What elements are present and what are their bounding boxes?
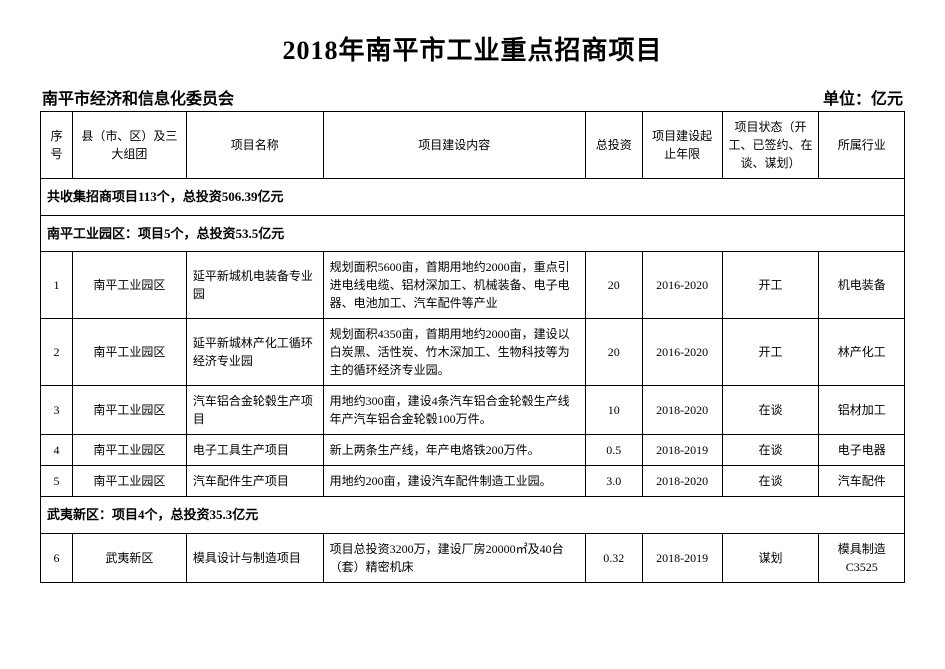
col-header-industry: 所属行业 (819, 112, 905, 179)
cell-invest: 10 (585, 386, 642, 435)
section-header-row: 武夷新区：项目4个，总投资35.3亿元 (41, 497, 905, 534)
col-header-seq: 序号 (41, 112, 73, 179)
cell-name: 延平新城机电装备专业园 (186, 252, 323, 319)
cell-region: 南平工业园区 (72, 386, 186, 435)
cell-seq: 6 (41, 533, 73, 582)
cell-status: 谋划 (722, 533, 819, 582)
cell-content: 规划面积4350亩，首期用地约2000亩，建设以白炭黑、活性炭、竹木深加工、生物… (323, 319, 585, 386)
cell-name: 汽车配件生产项目 (186, 466, 323, 497)
col-header-status: 项目状态（开工、已签约、在谈、谋划） (722, 112, 819, 179)
cell-period: 2018-2020 (642, 466, 722, 497)
projects-table: 序号 县（市、区）及三大组团 项目名称 项目建设内容 总投资 项目建设起止年限 … (40, 111, 905, 583)
cell-period: 2018-2020 (642, 386, 722, 435)
section1-header: 南平工业园区：项目5个，总投资53.5亿元 (41, 215, 905, 252)
cell-name: 模具设计与制造项目 (186, 533, 323, 582)
table-header-row: 序号 县（市、区）及三大组团 项目名称 项目建设内容 总投资 项目建设起止年限 … (41, 112, 905, 179)
cell-industry: 机电装备 (819, 252, 905, 319)
cell-seq: 4 (41, 435, 73, 466)
cell-industry: 模具制造C3525 (819, 533, 905, 582)
table-row: 2 南平工业园区 延平新城林产化工循环经济专业园 规划面积4350亩，首期用地约… (41, 319, 905, 386)
org-name: 南平市经济和信息化委员会 (42, 85, 234, 109)
cell-region: 南平工业园区 (72, 319, 186, 386)
cell-invest: 0.5 (585, 435, 642, 466)
cell-industry: 汽车配件 (819, 466, 905, 497)
col-header-content: 项目建设内容 (323, 112, 585, 179)
cell-period: 2018-2019 (642, 533, 722, 582)
cell-seq: 3 (41, 386, 73, 435)
cell-region: 南平工业园区 (72, 252, 186, 319)
cell-invest: 20 (585, 319, 642, 386)
cell-name: 汽车铝合金轮毂生产项目 (186, 386, 323, 435)
cell-name: 电子工具生产项目 (186, 435, 323, 466)
table-row: 5 南平工业园区 汽车配件生产项目 用地约200亩，建设汽车配件制造工业园。 3… (41, 466, 905, 497)
cell-content: 新上两条生产线，年产电烙铁200万件。 (323, 435, 585, 466)
summary-row: 共收集招商项目113个，总投资506.39亿元 (41, 179, 905, 216)
cell-invest: 0.32 (585, 533, 642, 582)
cell-content: 规划面积5600亩，首期用地约2000亩，重点引进电线电缆、铝材深加工、机械装备… (323, 252, 585, 319)
col-header-region: 县（市、区）及三大组团 (72, 112, 186, 179)
cell-content: 用地约200亩，建设汽车配件制造工业园。 (323, 466, 585, 497)
page-title: 2018年南平市工业重点招商项目 (40, 30, 905, 67)
cell-content: 用地约300亩，建设4条汽车铝合金轮毂生产线年产汽车铝合金轮毂100万件。 (323, 386, 585, 435)
cell-industry: 林产化工 (819, 319, 905, 386)
cell-industry: 铝材加工 (819, 386, 905, 435)
cell-status: 开工 (722, 319, 819, 386)
col-header-period: 项目建设起止年限 (642, 112, 722, 179)
cell-region: 南平工业园区 (72, 466, 186, 497)
cell-status: 在谈 (722, 435, 819, 466)
cell-seq: 1 (41, 252, 73, 319)
cell-period: 2016-2020 (642, 252, 722, 319)
col-header-invest: 总投资 (585, 112, 642, 179)
cell-region: 武夷新区 (72, 533, 186, 582)
table-row: 1 南平工业园区 延平新城机电装备专业园 规划面积5600亩，首期用地约2000… (41, 252, 905, 319)
section2-header: 武夷新区：项目4个，总投资35.3亿元 (41, 497, 905, 534)
cell-invest: 20 (585, 252, 642, 319)
cell-status: 在谈 (722, 386, 819, 435)
cell-seq: 5 (41, 466, 73, 497)
cell-invest: 3.0 (585, 466, 642, 497)
table-row: 6 武夷新区 模具设计与制造项目 项目总投资3200万，建设厂房20000㎡及4… (41, 533, 905, 582)
cell-status: 开工 (722, 252, 819, 319)
summary-cell: 共收集招商项目113个，总投资506.39亿元 (41, 179, 905, 216)
table-row: 4 南平工业园区 电子工具生产项目 新上两条生产线，年产电烙铁200万件。 0.… (41, 435, 905, 466)
cell-name: 延平新城林产化工循环经济专业园 (186, 319, 323, 386)
cell-period: 2018-2019 (642, 435, 722, 466)
cell-region: 南平工业园区 (72, 435, 186, 466)
cell-industry: 电子电器 (819, 435, 905, 466)
cell-seq: 2 (41, 319, 73, 386)
cell-content: 项目总投资3200万，建设厂房20000㎡及40台（套）精密机床 (323, 533, 585, 582)
table-row: 3 南平工业园区 汽车铝合金轮毂生产项目 用地约300亩，建设4条汽车铝合金轮毂… (41, 386, 905, 435)
unit-label: 单位：亿元 (823, 85, 903, 109)
col-header-name: 项目名称 (186, 112, 323, 179)
section-header-row: 南平工业园区：项目5个，总投资53.5亿元 (41, 215, 905, 252)
cell-status: 在谈 (722, 466, 819, 497)
cell-period: 2016-2020 (642, 319, 722, 386)
subheader: 南平市经济和信息化委员会 单位：亿元 (40, 85, 905, 109)
